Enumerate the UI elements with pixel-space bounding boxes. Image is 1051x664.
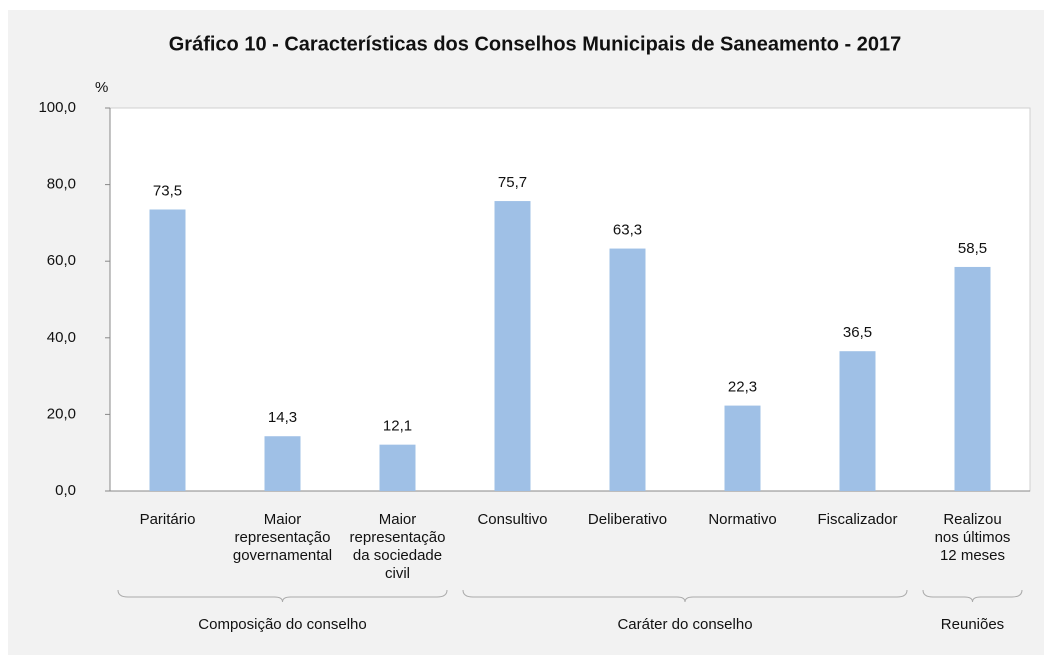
- value-label: 63,3: [613, 222, 642, 239]
- bar: [264, 436, 301, 491]
- bar: [839, 351, 876, 491]
- group-label: Reuniões: [941, 616, 1004, 633]
- bar: [149, 209, 186, 491]
- group-label: Composição do conselho: [198, 616, 366, 633]
- group-brace: [117, 589, 448, 603]
- y-tick-label: 40,0: [47, 329, 76, 346]
- y-tick-label: 20,0: [47, 405, 76, 422]
- group-brace: [922, 589, 1023, 603]
- value-label: 14,3: [268, 409, 297, 426]
- value-label: 22,3: [728, 379, 757, 396]
- bar: [724, 405, 761, 491]
- value-label: 73,5: [153, 182, 182, 199]
- group-brace: [462, 589, 908, 603]
- bar: [494, 201, 531, 491]
- x-tick-label: Maior representação da sociedade civil: [350, 511, 446, 582]
- plot-area: [109, 107, 1031, 492]
- x-tick-label: Deliberativo: [588, 511, 667, 528]
- y-tick-label: 80,0: [47, 176, 76, 193]
- chart-title: Gráfico 10 - Características dos Conselh…: [169, 33, 901, 55]
- x-tick-label: Paritário: [140, 511, 196, 528]
- y-axis-label: %: [95, 79, 108, 96]
- bar: [954, 266, 991, 491]
- value-label: 12,1: [383, 418, 412, 435]
- y-tick-label: 60,0: [47, 252, 76, 269]
- bar: [379, 444, 416, 491]
- x-tick-label: Normativo: [708, 511, 776, 528]
- value-label: 75,7: [498, 174, 527, 191]
- y-tick-label: 100,0: [38, 99, 76, 116]
- value-label: 58,5: [958, 240, 987, 257]
- y-tick-label: 0,0: [55, 482, 76, 499]
- x-tick-label: Realizou nos últimos 12 meses: [935, 511, 1011, 564]
- x-tick-label: Maior representação governamental: [233, 511, 332, 564]
- x-tick-label: Consultivo: [477, 511, 547, 528]
- group-label: Caráter do conselho: [617, 616, 752, 633]
- value-label: 36,5: [843, 324, 872, 341]
- x-tick-label: Fiscalizador: [817, 511, 897, 528]
- bar: [609, 248, 646, 491]
